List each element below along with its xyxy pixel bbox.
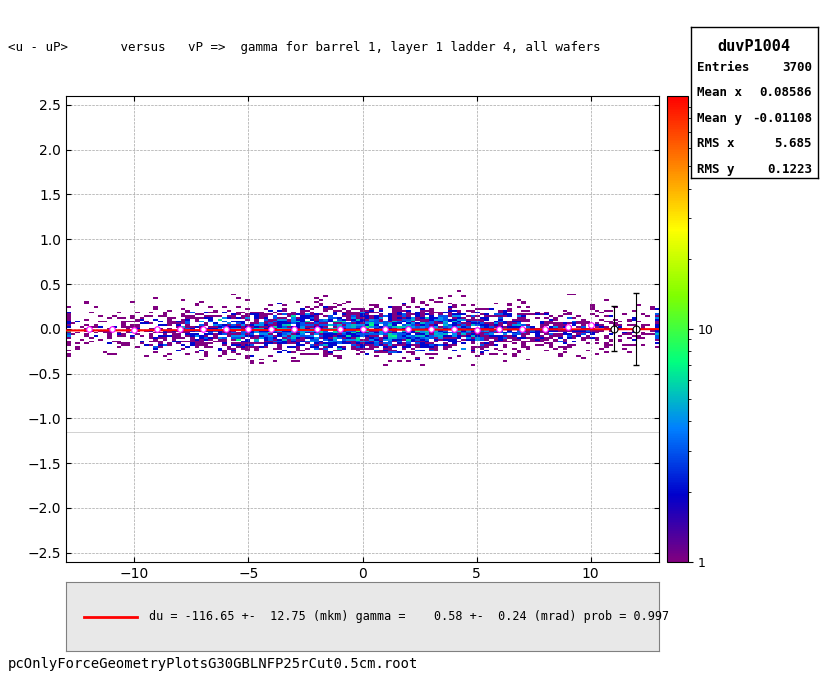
Text: <u - uP>       versus   vP =>  gamma for barrel 1, layer 1 ladder 4, all wafers: <u - uP> versus vP => gamma for barrel 1… (8, 41, 601, 54)
Text: du = -116.65 +-  12.75 (mkm) gamma =    0.58 +-  0.24 (mrad) prob = 0.997: du = -116.65 +- 12.75 (mkm) gamma = 0.58… (149, 610, 669, 623)
Text: 0.08586: 0.08586 (760, 86, 812, 99)
Text: Entries: Entries (697, 60, 749, 73)
Text: 3700: 3700 (782, 60, 812, 73)
Text: duvP1004: duvP1004 (718, 40, 791, 54)
Text: pcOnlyForceGeometryPlotsG30GBLNFP25rCut0.5cm.root: pcOnlyForceGeometryPlotsG30GBLNFP25rCut0… (8, 658, 419, 671)
Text: 0.1223: 0.1223 (767, 163, 812, 176)
Text: RMS y: RMS y (697, 163, 734, 176)
Text: Mean y: Mean y (697, 112, 742, 125)
Text: 5.685: 5.685 (775, 138, 812, 151)
Text: -0.01108: -0.01108 (751, 112, 812, 125)
Text: RMS x: RMS x (697, 138, 734, 151)
Text: Mean x: Mean x (697, 86, 742, 99)
